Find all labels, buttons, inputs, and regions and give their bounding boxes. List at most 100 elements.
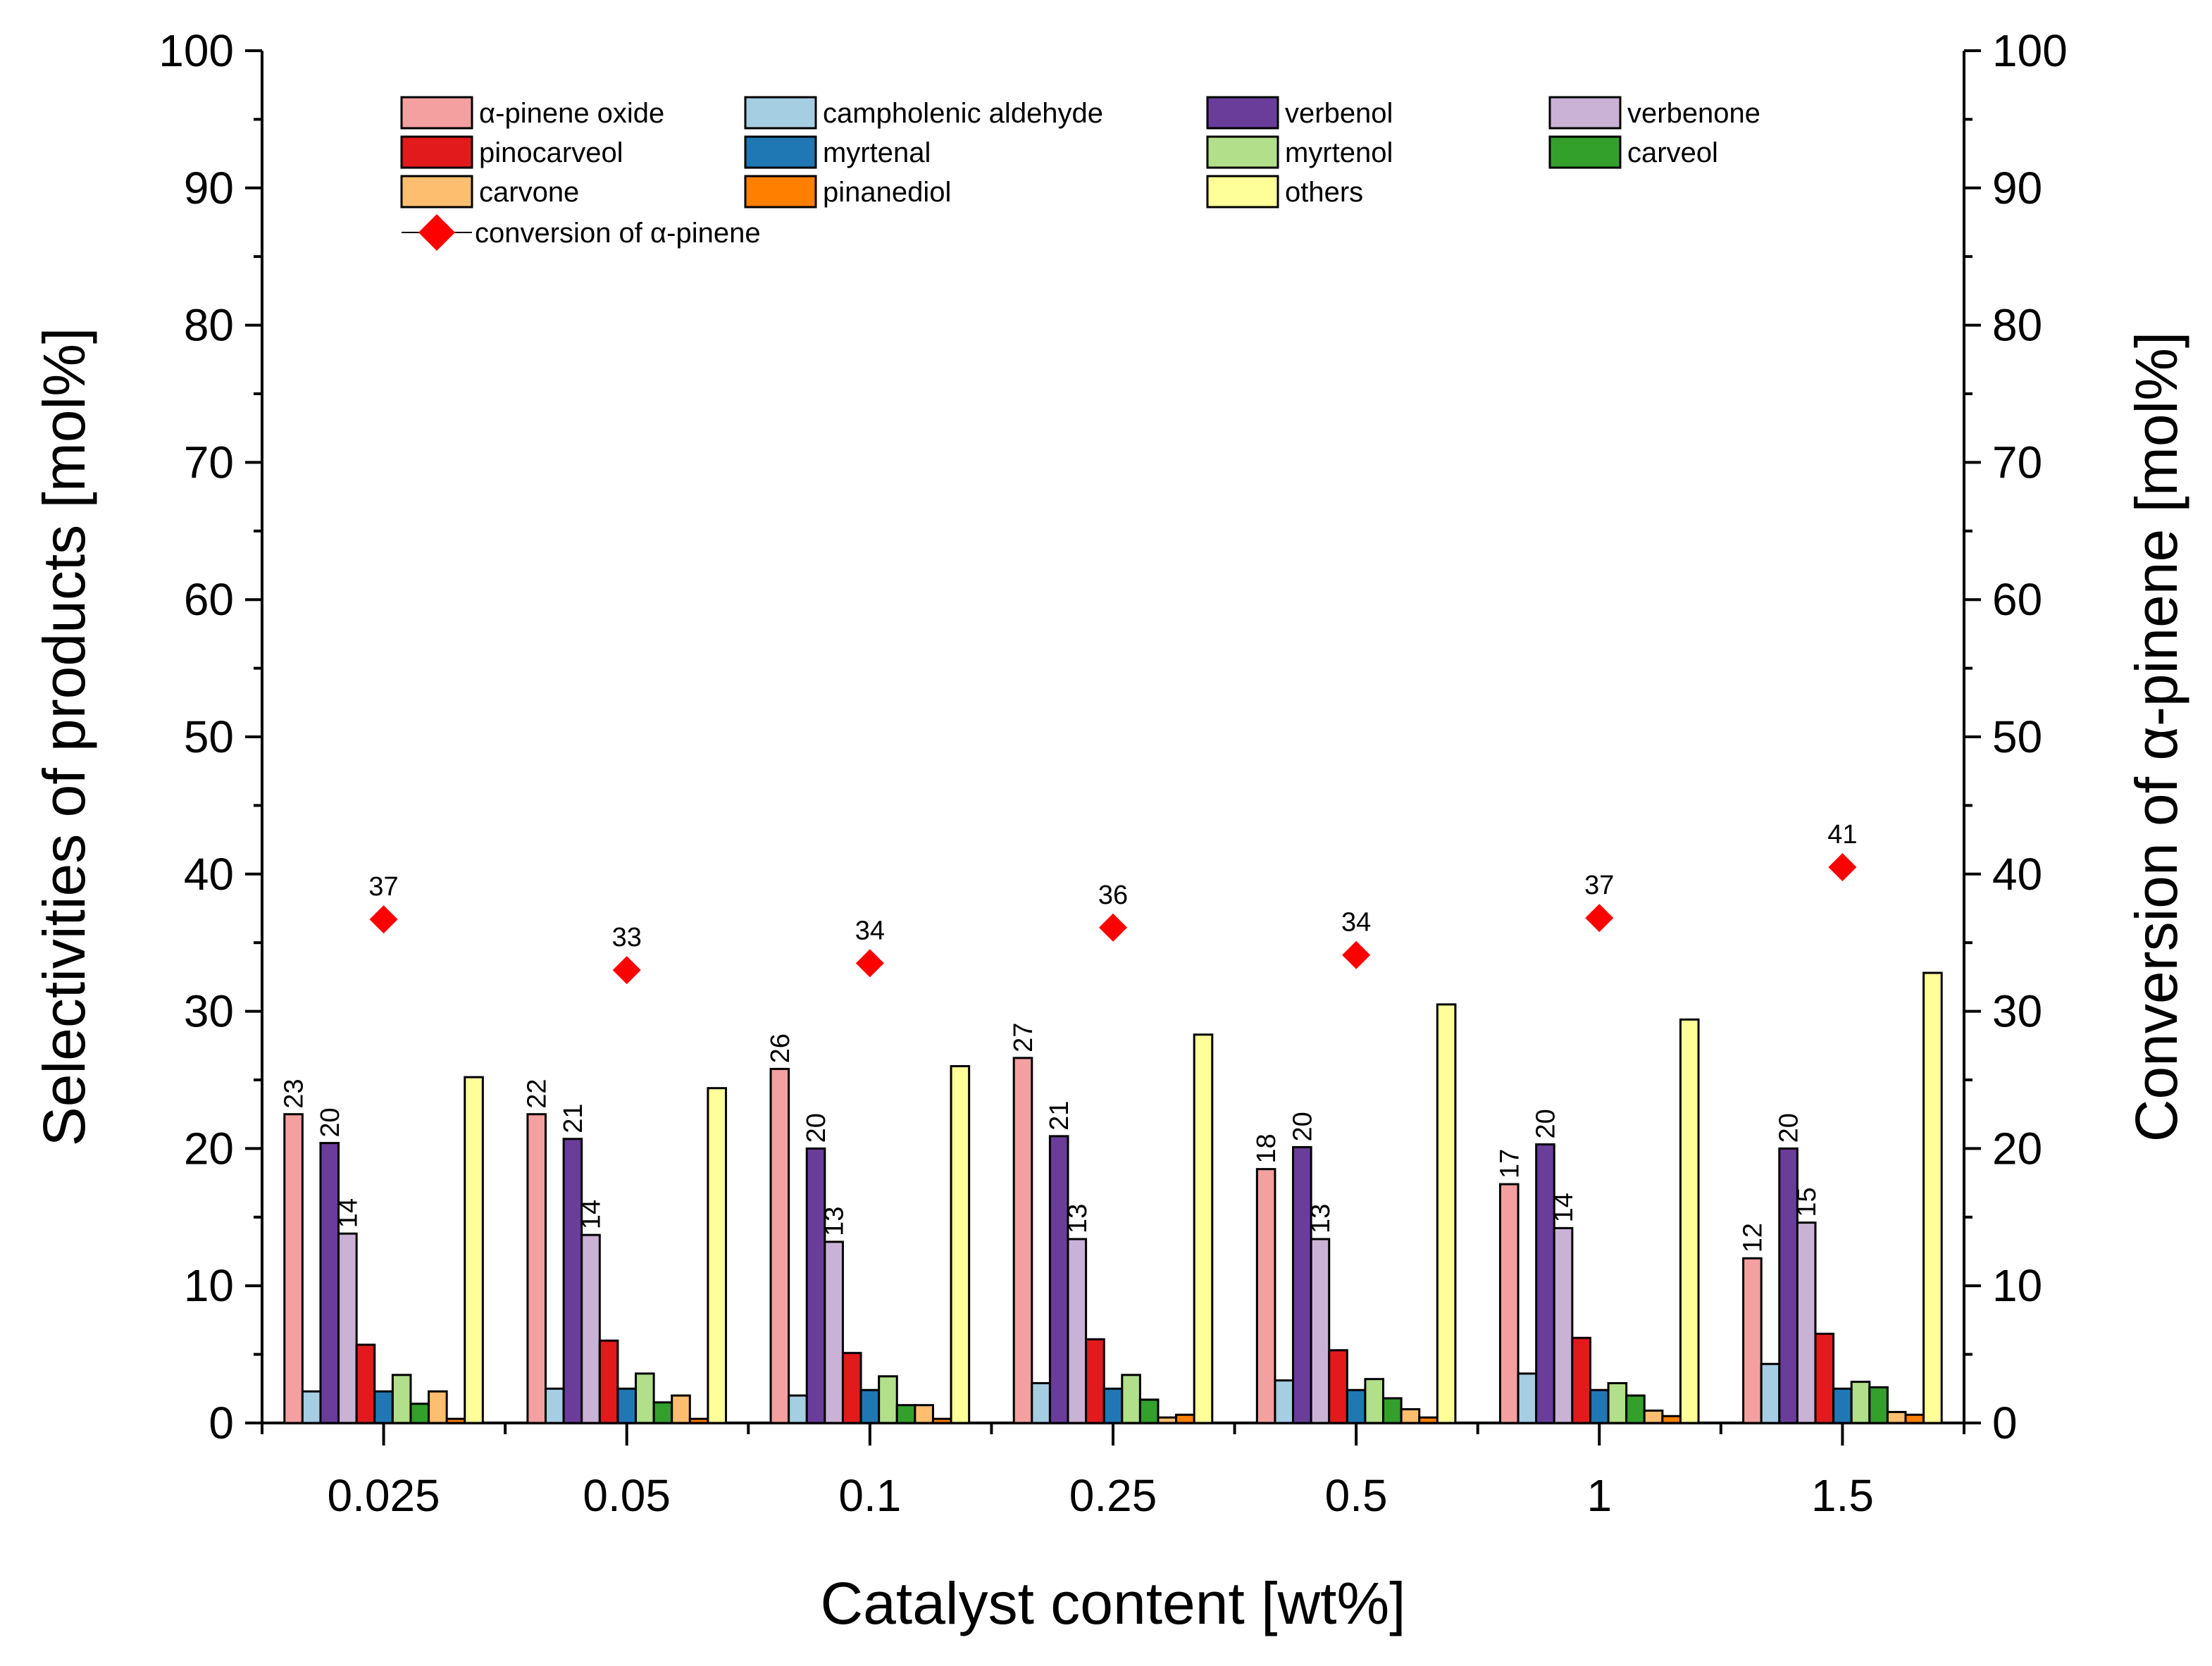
legend-conversion-marker <box>418 214 455 251</box>
bar <box>1436 1003 1457 1424</box>
y-tick-label: 10 <box>184 1260 234 1311</box>
bar <box>1175 1413 1195 1424</box>
conversion-marker <box>612 956 641 985</box>
legend-label: conversion of α-pinene <box>475 218 761 249</box>
y-tick-label: 0 <box>209 1398 234 1448</box>
conversion-label: 34 <box>855 916 885 945</box>
y2-tick-label: 20 <box>1992 1123 2042 1174</box>
y-tick-label: 70 <box>184 437 234 487</box>
bar <box>671 1394 691 1424</box>
conversion-label: 34 <box>1341 908 1371 938</box>
legend-label: myrtenol <box>1285 137 1393 168</box>
x-tick-label: 0.5 <box>1325 1470 1388 1521</box>
conversion-marker <box>1342 940 1371 969</box>
x-axis-title: Catalyst content [wt%] <box>820 1570 1405 1636</box>
conversion-label: 37 <box>1584 871 1614 900</box>
data-label: 20 <box>316 1107 345 1137</box>
bar <box>1157 1416 1178 1424</box>
data-label: 20 <box>802 1113 831 1143</box>
bar <box>1382 1397 1403 1424</box>
data-label: 26 <box>766 1033 795 1063</box>
bar <box>859 1388 881 1424</box>
bar <box>1255 1168 1276 1424</box>
data-labels-layer: 2320142221142620132721131820131720141220… <box>280 1023 1822 1253</box>
legend-swatch <box>744 96 817 130</box>
y2-tick-label: 60 <box>1992 574 2042 625</box>
data-label: 20 <box>1531 1109 1560 1138</box>
bar <box>824 1241 844 1424</box>
y2-tick-label: 10 <box>1992 1260 2042 1311</box>
bar <box>1553 1226 1574 1424</box>
bar <box>1400 1408 1421 1424</box>
legend-label: myrtenal <box>823 137 931 168</box>
bar <box>1364 1378 1385 1424</box>
y2-axis-title: Conversion of α-pinene [mol%] <box>2123 332 2189 1142</box>
bars-layer <box>283 971 1943 1424</box>
legend-swatch <box>400 135 473 169</box>
bar <box>580 1233 601 1424</box>
conversion-marker <box>1828 853 1857 882</box>
bar <box>805 1147 826 1424</box>
legend-label: others <box>1285 177 1363 208</box>
legend-label: α-pinene oxide <box>479 98 664 129</box>
bar <box>1328 1349 1348 1424</box>
bar <box>1031 1382 1051 1424</box>
data-label: 14 <box>577 1200 607 1229</box>
conversion-marker <box>855 949 884 978</box>
data-label: 13 <box>1306 1204 1336 1233</box>
bar <box>545 1387 565 1424</box>
data-label: 22 <box>523 1078 552 1108</box>
legend-swatch <box>1206 135 1279 169</box>
bar <box>1085 1338 1105 1424</box>
legend-swatch <box>1548 96 1622 130</box>
bar <box>1274 1379 1295 1424</box>
bar <box>1922 971 1943 1424</box>
y2-tick-label: 70 <box>1992 437 2042 487</box>
bar <box>878 1375 898 1424</box>
y2-tick-label: 40 <box>1992 849 2042 900</box>
x-tick-label: 0.025 <box>327 1470 440 1521</box>
y-tick-label: 50 <box>184 711 234 762</box>
bar <box>1850 1381 1871 1424</box>
bar <box>1498 1183 1520 1424</box>
bar <box>1643 1409 1664 1424</box>
bar <box>409 1403 430 1424</box>
bar <box>1048 1135 1069 1424</box>
y-tick-label: 60 <box>184 574 234 625</box>
bar <box>635 1372 655 1424</box>
legend-swatch <box>400 175 473 209</box>
bar <box>1904 1413 1925 1424</box>
bar <box>950 1065 971 1424</box>
bar <box>769 1067 790 1424</box>
bar <box>1102 1387 1124 1424</box>
bar <box>1760 1362 1781 1424</box>
bar <box>445 1417 466 1424</box>
legend-label: pinanediol <box>823 177 951 208</box>
conversion-label: 36 <box>1098 881 1128 910</box>
legend-swatch <box>744 135 817 169</box>
legend-label: carveol <box>1627 137 1718 168</box>
y-tick-label: 100 <box>159 25 234 76</box>
bar <box>914 1404 934 1424</box>
y-tick-label: 80 <box>184 300 234 351</box>
bar <box>1193 1033 1214 1424</box>
bar <box>464 1076 484 1424</box>
y2-tick-label: 0 <box>1992 1398 2018 1448</box>
bar <box>1742 1257 1763 1424</box>
conversion-label: 41 <box>1827 820 1857 850</box>
bar <box>1418 1416 1439 1424</box>
bar <box>688 1417 709 1424</box>
bar <box>1346 1388 1367 1424</box>
data-label: 14 <box>333 1198 363 1228</box>
data-label: 13 <box>1063 1204 1093 1233</box>
bar <box>1589 1388 1610 1424</box>
data-label: 20 <box>1288 1112 1317 1141</box>
bar <box>788 1394 808 1424</box>
conversion-layer: 37 33 34 36 34 37 41 <box>368 820 1858 985</box>
bar <box>283 1113 304 1424</box>
legend-swatch <box>400 96 473 130</box>
conversion-label: 37 <box>368 872 398 902</box>
conversion-marker <box>369 905 398 934</box>
